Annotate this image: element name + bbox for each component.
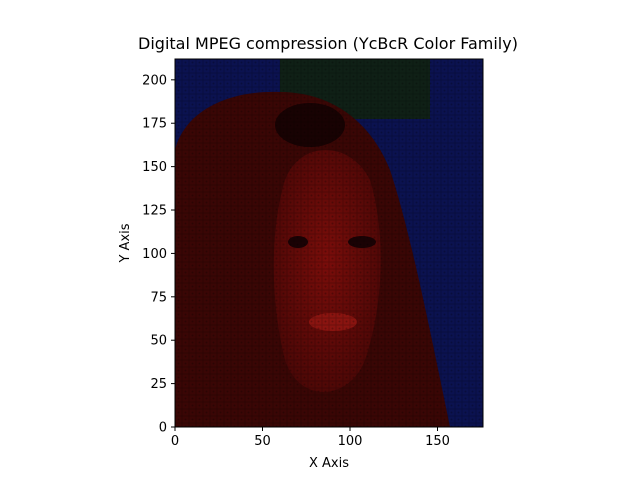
x-axis-label: X Axis: [309, 456, 349, 471]
y-axis-ticks: 0 25 50 75 100 125 150 175 200: [142, 73, 175, 436]
y-axis-label: Y Axis: [118, 223, 133, 263]
x-tick-label: 150: [425, 434, 450, 449]
y-tick-label: 50: [150, 334, 167, 349]
y-tick-label: 150: [142, 160, 167, 175]
y-tick-label: 125: [142, 204, 167, 219]
x-tick-label: 100: [338, 434, 363, 449]
chart-title: Digital MPEG compression (YcBcR Color Fa…: [138, 34, 518, 53]
x-axis-ticks: 0 50 100 150: [171, 427, 450, 449]
y-tick-label: 75: [150, 290, 167, 305]
image-content: [175, 59, 483, 427]
y-tick-label: 200: [142, 73, 167, 88]
x-tick-label: 50: [254, 434, 271, 449]
y-tick-label: 175: [142, 117, 167, 132]
x-tick-label: 0: [171, 434, 179, 449]
compression-block-pattern: [175, 59, 483, 427]
y-tick-label: 0: [159, 421, 167, 436]
axes-frame: [174, 58, 484, 428]
y-tick-label: 100: [142, 247, 167, 262]
y-tick-label: 25: [150, 377, 167, 392]
